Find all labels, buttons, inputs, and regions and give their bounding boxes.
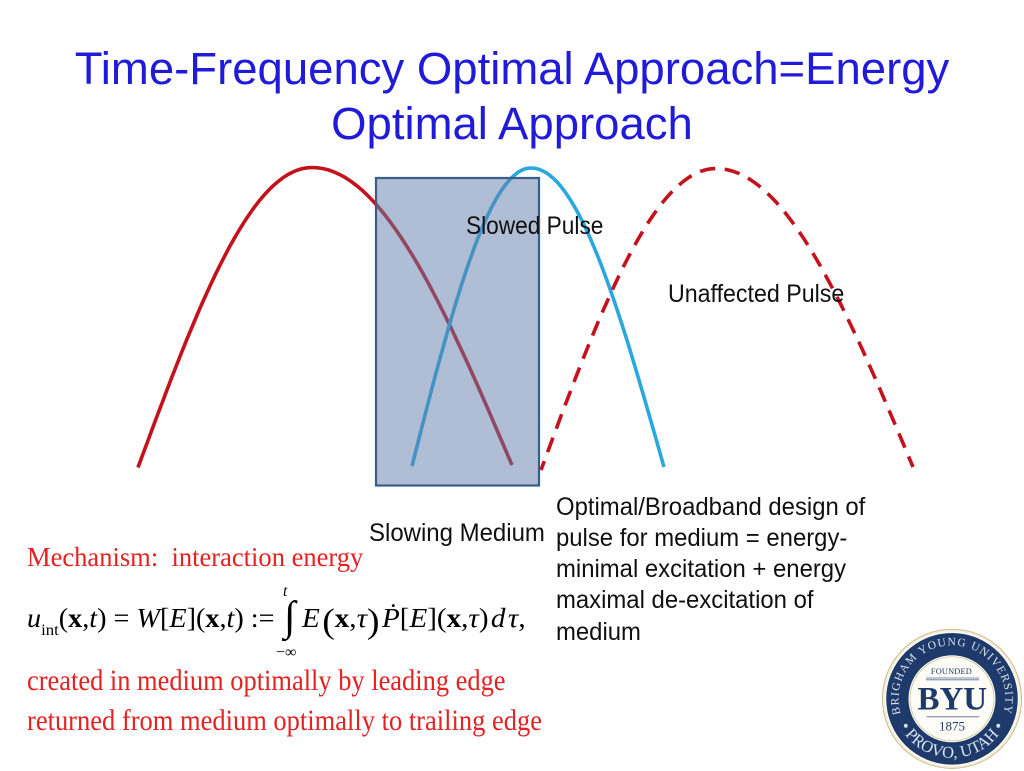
svg-text:BYU: BYU [917,681,987,717]
svg-text:1875: 1875 [939,718,965,733]
svg-text:FOUNDED: FOUNDED [931,667,972,676]
